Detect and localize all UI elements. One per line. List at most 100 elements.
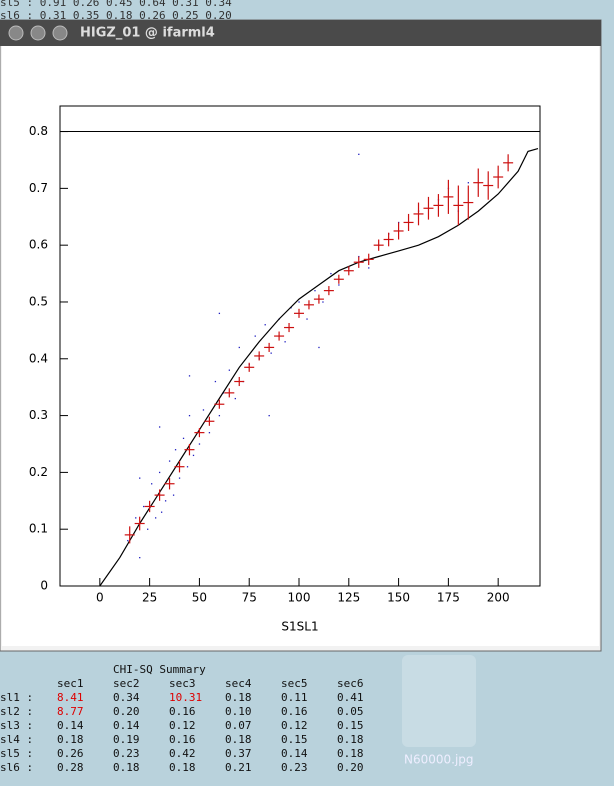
x-tick-label: 75	[242, 591, 257, 605]
x-tick-label: 125	[337, 591, 360, 605]
scatter-point	[254, 335, 256, 337]
table-cell: 0.14	[281, 747, 308, 760]
scatter-point	[238, 346, 240, 349]
plot-canvas	[2, 46, 599, 646]
table-cell: 0.16	[169, 705, 196, 718]
scatter-point	[314, 290, 316, 292]
scatter-point	[151, 483, 153, 485]
table-header: sec3	[169, 677, 196, 690]
table-cell: 0.20	[337, 761, 364, 774]
y-tick-label: 0	[40, 579, 48, 593]
scatter-point	[188, 375, 191, 377]
table-cell: 0.18	[337, 747, 364, 760]
table-cell: 0.15	[337, 719, 364, 732]
window-title: HIGZ_01 @ ifarml4	[80, 26, 215, 41]
table-cell: 0.18	[337, 733, 364, 746]
scatter-point	[218, 414, 221, 417]
table-header: sec4	[225, 677, 252, 690]
table-cell: 0.42	[169, 747, 196, 760]
scatter-point	[358, 153, 360, 155]
table-cell: 0.20	[113, 705, 140, 718]
scatter-point	[178, 477, 181, 479]
scatter-point	[155, 517, 157, 519]
y-tick-label: 0.5	[29, 294, 48, 308]
table-cell: 0.21	[225, 761, 252, 774]
maximize-button[interactable]	[52, 25, 68, 41]
x-tick-label: 25	[142, 591, 157, 605]
scatter-point	[202, 409, 205, 411]
scatter-point	[228, 369, 230, 371]
table-cell: 8.77	[57, 705, 84, 718]
table-cell: 0.19	[113, 733, 140, 746]
scatter-point	[135, 517, 137, 519]
row-label: sl2 :	[0, 705, 33, 718]
table-cell: 0.34	[113, 691, 140, 704]
y-tick-label: 0.1	[29, 522, 48, 536]
scatter-point	[164, 500, 167, 502]
scatter-point	[158, 426, 161, 428]
table-header: sec6	[337, 677, 364, 690]
table-cell: 0.12	[169, 719, 196, 732]
scatter-point	[127, 539, 129, 542]
table-cell: 0.07	[225, 719, 252, 732]
scatter-point	[174, 449, 177, 451]
scatter-point	[214, 380, 217, 383]
title-bar	[0, 20, 601, 46]
table-cell: 0.11	[281, 691, 308, 704]
plot-frame	[59, 105, 541, 587]
scatter-point	[160, 511, 163, 513]
close-button[interactable]	[8, 25, 24, 41]
table-cell: 0.28	[57, 761, 84, 774]
scatter-point	[330, 272, 332, 275]
y-tick-label: 0.7	[29, 181, 48, 195]
scatter-point	[186, 466, 189, 468]
table-cell: 0.10	[225, 705, 252, 718]
desktop-icon	[402, 655, 476, 747]
scatter-point	[368, 267, 370, 269]
y-tick-label: 0.4	[29, 351, 48, 365]
scatter-point	[268, 414, 270, 417]
scatter-point	[284, 341, 286, 343]
row-label: sl6 :	[0, 761, 33, 774]
scatter-point	[147, 528, 149, 530]
scatter-point	[218, 312, 221, 315]
table-cell: 8.41	[57, 691, 84, 704]
x-axis-label: S1SL1	[281, 620, 318, 634]
scatter-point	[208, 432, 211, 434]
y-tick-label: 0.6	[29, 238, 48, 252]
table-cell: 0.14	[113, 719, 140, 732]
x-tick-label: 50	[192, 591, 207, 605]
bg-text: sl6 : 0.31 0.35 0.18 0.26 0.25 0.20	[0, 9, 232, 22]
bg-text: sl5 : 0.91 0.26 0.45 0.64 0.31 0.34	[0, 0, 232, 9]
table-cell: 0.26	[57, 747, 84, 760]
table-cell: 0.16	[169, 733, 196, 746]
table-cell: 0.18	[225, 733, 252, 746]
y-tick-label: 0.2	[29, 465, 48, 479]
scatter-point	[270, 352, 272, 354]
y-tick-label: 0.8	[29, 124, 48, 138]
x-tick-label: 0	[96, 591, 104, 605]
table-cell: 0.23	[113, 747, 140, 760]
table-cell: 0.18	[169, 761, 196, 774]
x-tick-label: 175	[437, 591, 460, 605]
scatter-point	[192, 454, 195, 457]
row-label: sl4 :	[0, 733, 33, 746]
table-header: sec2	[113, 677, 140, 690]
scatter-point	[139, 556, 141, 559]
row-label: sl5 :	[0, 747, 33, 760]
scatter-point	[139, 477, 141, 479]
table-cell: 10.31	[169, 691, 202, 704]
scatter-point	[188, 414, 191, 417]
minimize-button[interactable]	[30, 25, 46, 41]
y-tick-label: 0.3	[29, 408, 48, 422]
table-cell: 0.23	[281, 761, 308, 774]
table-header: sec5	[281, 677, 308, 690]
table-title: CHI-SQ Summary	[113, 663, 206, 676]
scatter-point	[172, 494, 175, 496]
table-cell: 0.18	[225, 691, 252, 704]
x-tick-label: 150	[387, 591, 410, 605]
scatter-point	[182, 437, 185, 440]
table-cell: 0.05	[337, 705, 364, 718]
scatter-point	[198, 443, 201, 445]
